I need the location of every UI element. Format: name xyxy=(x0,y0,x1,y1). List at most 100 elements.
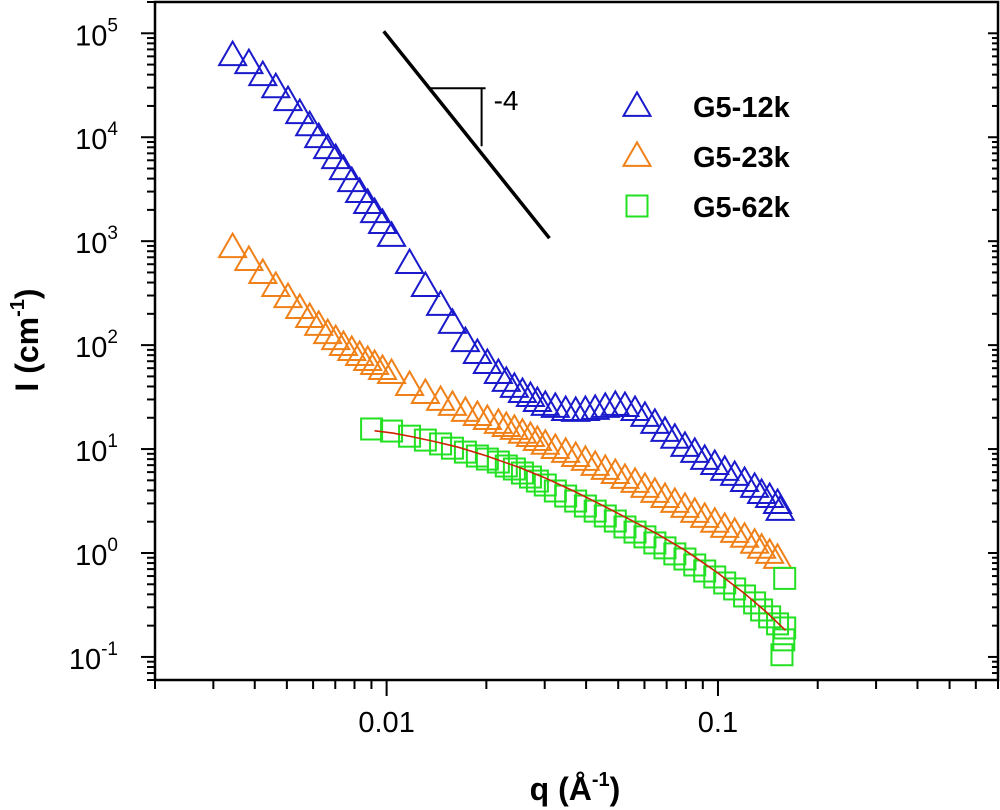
y-tick-label: 102 xyxy=(75,327,118,364)
data-point-triangle xyxy=(352,187,383,215)
slope-annotation: -4 xyxy=(382,30,551,240)
data-point-triangle xyxy=(303,309,334,336)
data-point-triangle xyxy=(410,270,441,298)
data-point-triangle xyxy=(303,121,334,149)
legend-item-g5-12k: G5-12k xyxy=(621,90,791,124)
y-axis-ticks xyxy=(141,1,998,681)
legend-square-icon xyxy=(625,194,649,218)
slope-label: -4 xyxy=(494,85,519,116)
y-tick-label: 101 xyxy=(75,431,118,468)
data-point-triangle xyxy=(754,537,785,564)
data-point-square xyxy=(772,628,796,652)
data-point-triangle xyxy=(312,317,343,345)
plot-border xyxy=(153,0,1000,682)
data-point-triangle xyxy=(560,440,591,467)
data-point-triangle xyxy=(609,462,641,489)
data-point-triangle xyxy=(450,325,481,353)
x-tick-label: 0.01 xyxy=(358,707,414,739)
data-point-triangle xyxy=(425,384,456,411)
y-tick-label-exponent: 1 xyxy=(107,431,118,452)
data-point-square xyxy=(486,450,510,474)
series-g5-62k xyxy=(360,417,797,667)
legend-triangle-icon xyxy=(621,90,653,117)
data-point-triangle xyxy=(491,365,522,392)
data-point-triangle xyxy=(233,47,265,75)
data-point-triangle xyxy=(367,207,398,235)
data-point-triangle xyxy=(515,420,546,448)
data-point-triangle xyxy=(472,347,503,374)
y-tick-label-exponent: 5 xyxy=(107,15,118,36)
legend-label: G5-62k xyxy=(693,192,791,224)
data-point-square xyxy=(360,417,384,441)
x-axis-tick-labels: 0.01 0.1 xyxy=(358,707,738,739)
series-g5-12k xyxy=(217,39,796,521)
data-point-triangle xyxy=(762,487,793,514)
y-tick-label-base: 10 xyxy=(75,332,107,364)
data-point-triangle xyxy=(540,391,571,418)
x-axis-ticks xyxy=(154,680,999,696)
y-axis-title: I (cm-1) xyxy=(7,288,45,391)
data-point-square xyxy=(429,432,453,456)
data-point-triangle xyxy=(754,481,785,508)
y-tick-label: 103 xyxy=(75,223,118,260)
slope-reference-line xyxy=(382,30,551,240)
data-point-triangle xyxy=(217,231,248,259)
data-point-triangle xyxy=(499,413,530,440)
data-point-square xyxy=(413,428,437,452)
y-tick-label-base: 10 xyxy=(75,436,107,468)
y-axis-title-close: ) xyxy=(9,288,45,299)
data-point-triangle xyxy=(659,422,691,449)
data-point-triangle xyxy=(639,407,671,434)
data-point-triangle xyxy=(762,542,793,569)
x-axis-title-sup: -1 xyxy=(592,769,610,791)
y-tick-label-base: 10 xyxy=(75,540,107,572)
x-tick-label: 0.1 xyxy=(698,707,738,739)
y-tick-label: 10-1 xyxy=(69,639,118,676)
legend-label: G5-12k xyxy=(693,92,791,124)
data-point-triangle xyxy=(570,394,601,421)
data-point-square xyxy=(773,616,797,640)
data-point-square xyxy=(766,612,790,636)
data-point-square xyxy=(773,566,797,590)
data-point-triangle xyxy=(367,353,398,380)
data-point-triangle xyxy=(507,376,538,403)
data-point-triangle xyxy=(462,337,493,364)
data-point-triangle xyxy=(515,380,546,407)
data-point-square xyxy=(750,598,774,622)
data-point-triangle xyxy=(507,417,538,444)
data-point-triangle xyxy=(260,71,292,99)
data-point-triangle xyxy=(376,357,407,384)
data-point-triangle xyxy=(217,39,248,67)
y-axis-title-main: I (cm xyxy=(9,317,45,392)
series-g5-23k xyxy=(217,231,793,569)
y-tick-label-exponent: -1 xyxy=(101,639,118,660)
data-point-triangle xyxy=(746,477,777,504)
plot-frame xyxy=(153,0,1000,682)
y-tick-label-exponent: 3 xyxy=(107,223,118,244)
y-tick-label-base: 10 xyxy=(69,644,101,676)
y-tick-label-base: 10 xyxy=(75,124,107,156)
data-point-triangle xyxy=(233,244,265,272)
data-point-square xyxy=(770,643,794,667)
data-point-triangle xyxy=(394,247,425,275)
series-layer xyxy=(217,39,797,667)
data-point-triangle xyxy=(746,532,777,559)
data-point-triangle xyxy=(739,471,770,498)
x-axis-title: q (Å-1) xyxy=(530,769,621,807)
data-point-triangle xyxy=(284,97,316,125)
data-point-triangle xyxy=(376,220,407,247)
data-point-triangle xyxy=(394,369,425,397)
slope-triangle xyxy=(430,87,486,147)
fit-curve xyxy=(374,430,787,631)
data-point-triangle xyxy=(336,334,368,361)
data-point-triangle xyxy=(284,292,316,319)
data-point-triangle xyxy=(352,344,383,371)
y-axis-title-sup: -1 xyxy=(7,299,29,317)
data-point-triangle xyxy=(522,424,553,451)
data-point-triangle xyxy=(247,257,279,284)
legend-triangle-icon xyxy=(621,140,653,167)
data-point-triangle xyxy=(359,348,390,375)
data-point-square xyxy=(398,424,422,448)
data-point-triangle xyxy=(272,84,304,112)
